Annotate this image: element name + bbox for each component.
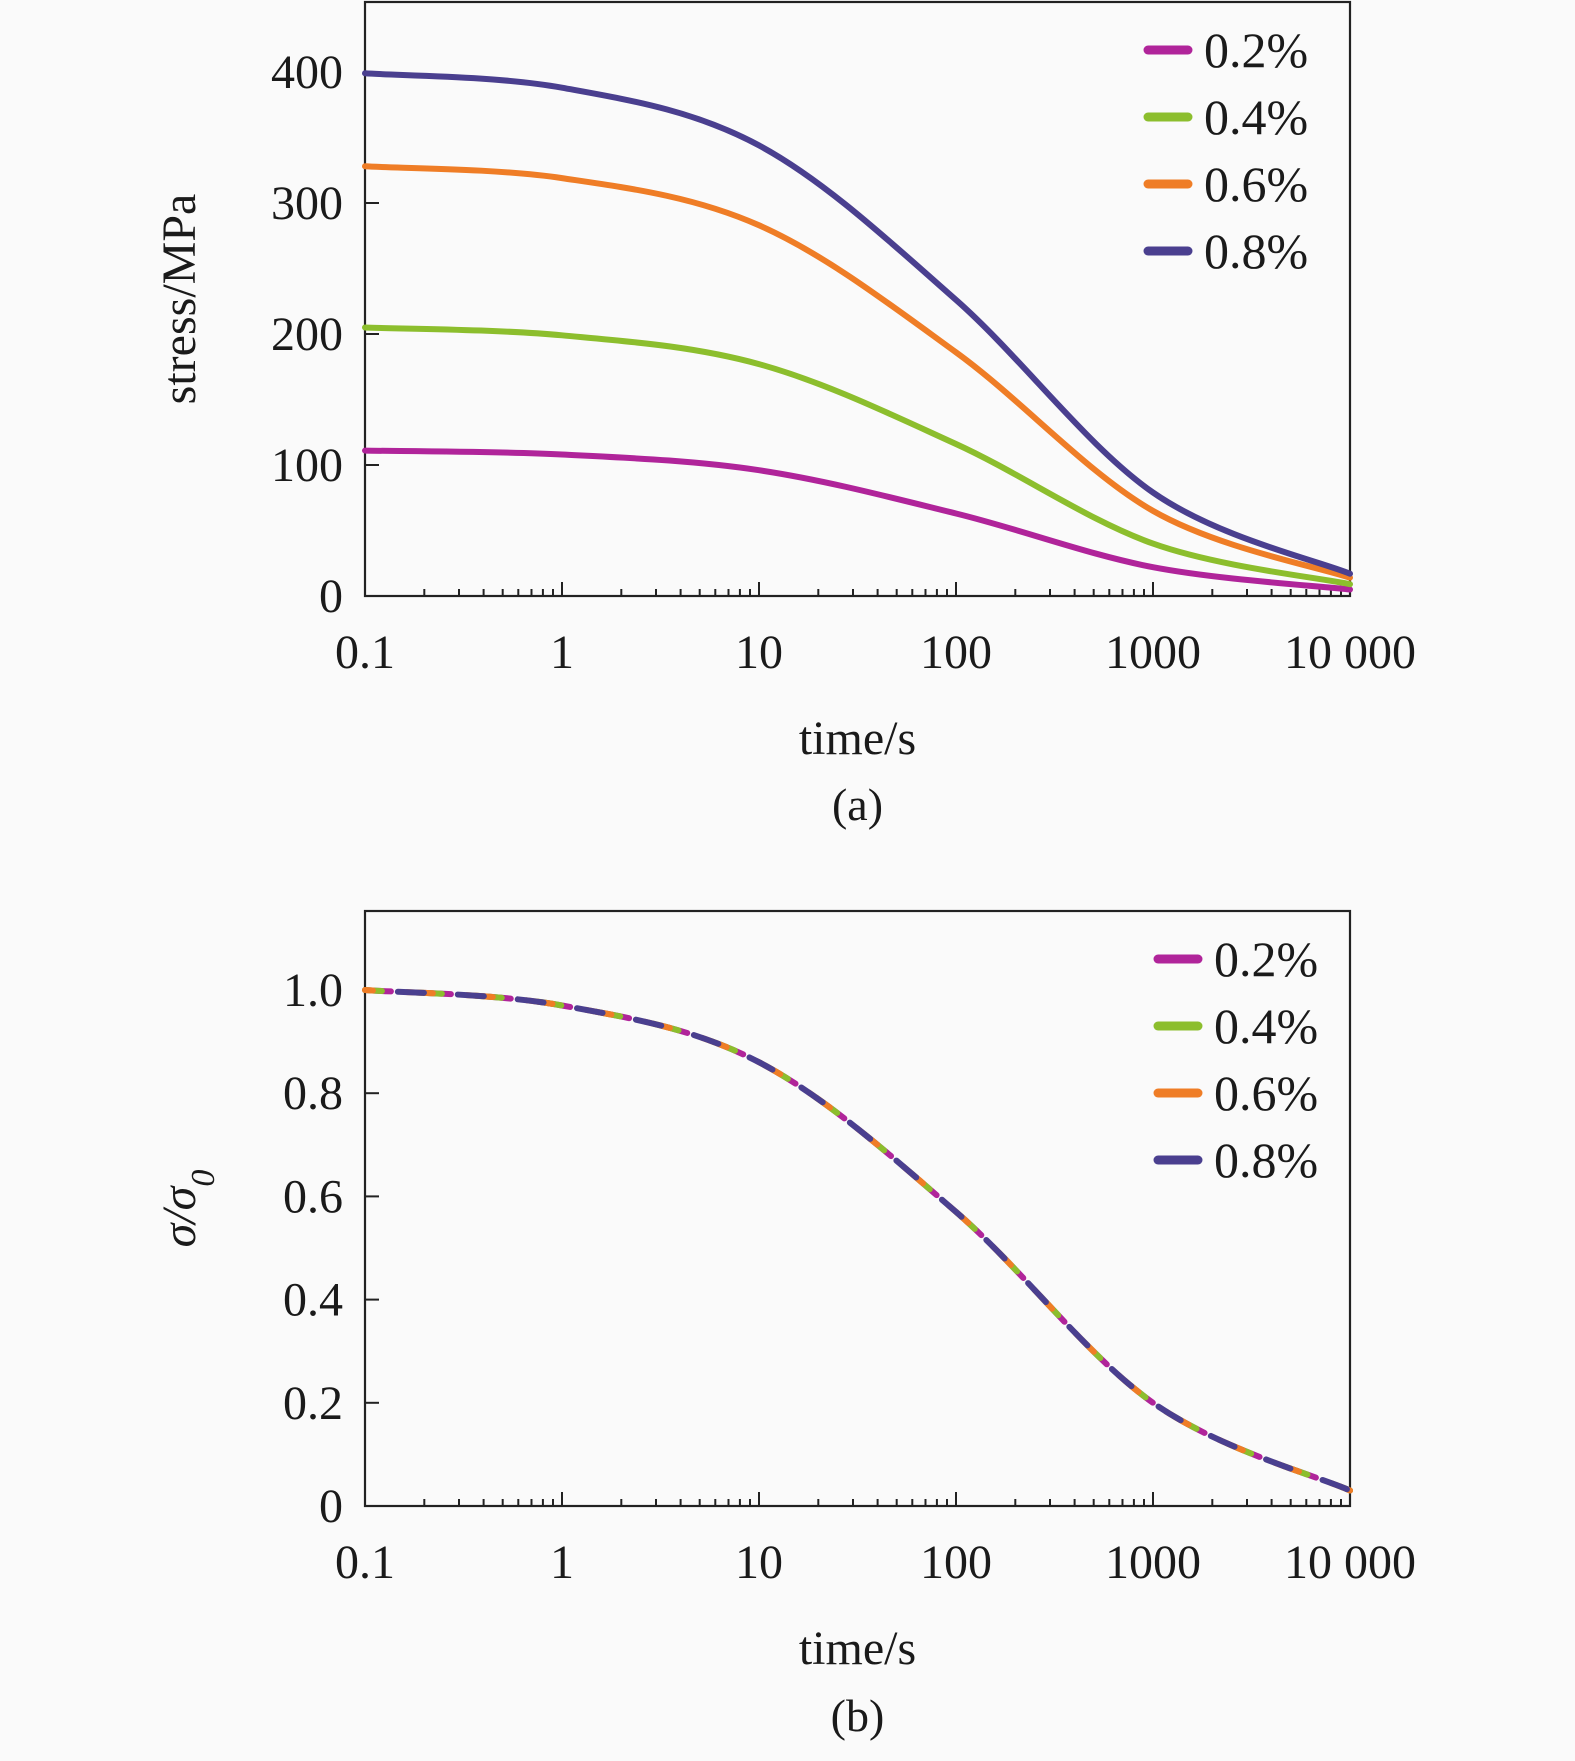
legend-label: 0.4% xyxy=(1204,89,1308,145)
x-tick-label: 0.1 xyxy=(335,1536,395,1589)
y-tick-label: 400 xyxy=(271,46,343,99)
y-tick-label: 0 xyxy=(319,570,343,623)
legend-label: 0.6% xyxy=(1214,1065,1318,1121)
panel-caption: (b) xyxy=(831,1690,885,1741)
series-line-0.6% xyxy=(362,987,1353,1494)
x-tick-label: 10 xyxy=(735,1536,783,1589)
y-tick-label: 0 xyxy=(319,1480,343,1533)
y-tick-label: 1.0 xyxy=(283,964,343,1017)
legend-label: 0.4% xyxy=(1214,998,1318,1054)
y-axis-label: stress/MPa xyxy=(153,194,206,405)
series-line-0.2% xyxy=(362,987,1353,1494)
series-line-0.4% xyxy=(362,324,1353,588)
series-line-0.4% xyxy=(362,987,1353,1494)
plot-frame xyxy=(363,909,1352,1508)
x-axis-label: time/s xyxy=(799,1622,916,1675)
x-tick-label: 1 xyxy=(550,1536,574,1589)
y-axis-label: σ/σ0 xyxy=(153,1170,222,1248)
legend-label: 0.8% xyxy=(1204,223,1308,279)
x-tick-label: 100 xyxy=(920,626,992,679)
y-tick-label: 0.2 xyxy=(283,1377,343,1430)
panel-b: 0.1 1 10 100 1000 10 000 0 0.2 0.4 0.6 0.8 1.0 time/… xyxy=(153,909,1416,1741)
y-tick-label: 0.4 xyxy=(283,1274,343,1327)
y-tick-label: 300 xyxy=(271,177,343,230)
x-tick-label: 1000 xyxy=(1105,1536,1201,1589)
legend-label: 0.6% xyxy=(1204,156,1308,212)
legend-label: 0.2% xyxy=(1214,931,1318,987)
x-tick-label: 1 xyxy=(550,626,574,679)
y-tick-label: 0.8 xyxy=(283,1067,343,1120)
y-axis-label-subscript: 0 xyxy=(185,1170,222,1187)
legend-label: 0.2% xyxy=(1204,22,1308,78)
series-line-0.6% xyxy=(362,163,1353,581)
plot-frame xyxy=(363,0,1352,598)
series-line-0.2% xyxy=(362,447,1353,593)
series-line-0.8% xyxy=(362,70,1353,577)
y-tick-label: 200 xyxy=(271,308,343,361)
x-axis-label: time/s xyxy=(799,712,916,765)
x-tick-label: 10 000 xyxy=(1284,626,1416,679)
series-line-0.8% xyxy=(362,987,1353,1494)
x-tick-label: 100 xyxy=(920,1536,992,1589)
x-tick-label: 10 xyxy=(735,626,783,679)
y-tick-label: 0.6 xyxy=(283,1170,343,1223)
legend-label: 0.8% xyxy=(1214,1132,1318,1188)
panel-a: 0.1 1 10 100 1000 10 000 0 100 200 300 400 time/s st… xyxy=(153,0,1416,830)
panel-caption: (a) xyxy=(832,779,883,830)
x-tick-label: 10 000 xyxy=(1284,1536,1416,1589)
x-tick-label: 0.1 xyxy=(335,626,395,679)
x-tick-label: 1000 xyxy=(1105,626,1201,679)
y-tick-label: 100 xyxy=(271,439,343,492)
